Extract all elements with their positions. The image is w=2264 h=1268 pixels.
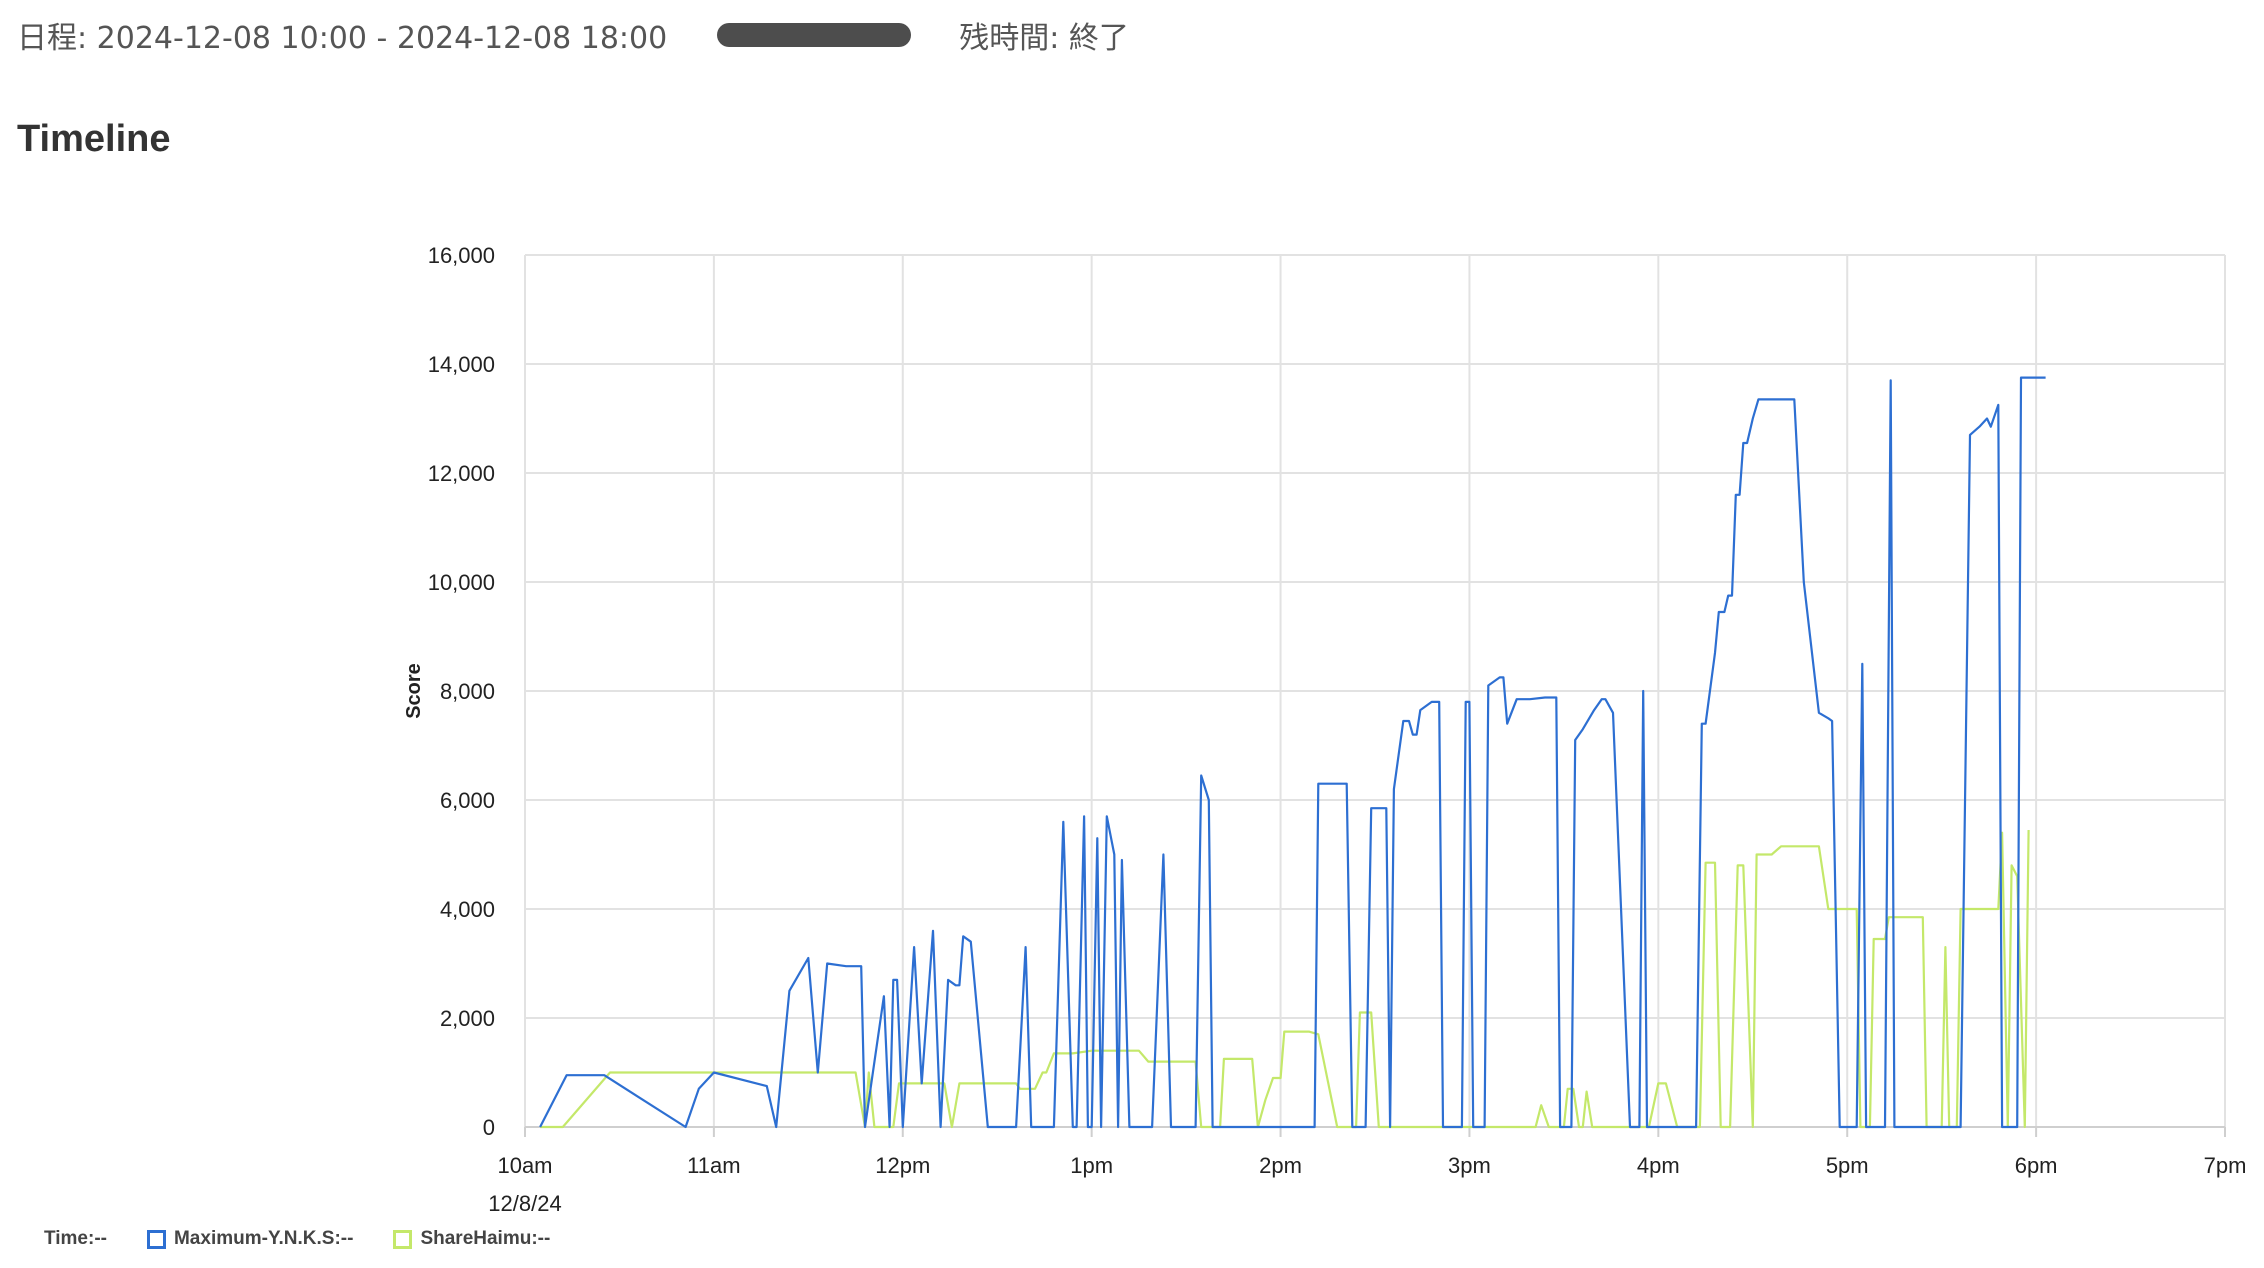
y-tick-label: 16,000 bbox=[428, 243, 495, 268]
y-tick-label: 10,000 bbox=[428, 570, 495, 595]
x-tick-label: 7pm bbox=[2204, 1153, 2247, 1178]
legend-label-maximum: Maximum-Y.N.K.S:-- bbox=[173, 1228, 354, 1249]
progress-pill bbox=[717, 23, 912, 47]
schedule-label: 日程: 2024-12-08 10:00 - 2024-12-08 18:00 bbox=[17, 21, 668, 56]
legend-time-label: Time:-- bbox=[44, 1228, 107, 1249]
chart-legend: Time:-- Maximum-Y.N.K.S:-- ShareHaimu:-- bbox=[44, 1228, 590, 1250]
y-tick-label: 6,000 bbox=[440, 788, 495, 813]
y-tick-label: 4,000 bbox=[440, 897, 495, 922]
series-line-sharehaimu bbox=[540, 829, 2030, 1129]
legend-time: Time:-- bbox=[44, 1228, 107, 1250]
x-tick-label: 2pm bbox=[1259, 1153, 1302, 1178]
y-tick-label: 2,000 bbox=[440, 1006, 495, 1031]
legend-label-sharehaimu: ShareHaimu:-- bbox=[420, 1228, 551, 1249]
legend-swatch-maximum bbox=[146, 1229, 166, 1249]
legend-item-sharehaimu[interactable]: ShareHaimu:-- bbox=[393, 1228, 550, 1250]
x-tick-label: 4pm bbox=[1637, 1153, 1680, 1178]
x-tick-label: 5pm bbox=[1826, 1153, 1869, 1178]
x-tick-label: 12pm bbox=[875, 1153, 930, 1178]
x-tick-label: 10am bbox=[497, 1153, 552, 1178]
series-line-maximum-y-n-k-s bbox=[539, 376, 2046, 1129]
x-tick-sublabel: 12/8/24 bbox=[488, 1191, 561, 1216]
y-tick-label: 14,000 bbox=[428, 352, 495, 377]
legend-item-maximum[interactable]: Maximum-Y.N.K.S:-- bbox=[146, 1228, 354, 1250]
y-axis-label: Score bbox=[403, 663, 425, 719]
x-tick-label: 6pm bbox=[2015, 1153, 2058, 1178]
section-title: Timeline bbox=[17, 118, 171, 160]
x-tick-label: 11am bbox=[687, 1153, 740, 1178]
x-tick-label: 1pm bbox=[1070, 1153, 1113, 1178]
y-tick-label: 0 bbox=[483, 1115, 495, 1140]
legend-swatch-sharehaimu bbox=[393, 1229, 413, 1249]
schedule-header: 日程: 2024-12-08 10:00 - 2024-12-08 18:00 … bbox=[17, 10, 1129, 60]
x-tick-label: 3pm bbox=[1448, 1153, 1491, 1178]
remaining-time-label: 残時間: 終了 bbox=[959, 21, 1129, 56]
y-tick-label: 12,000 bbox=[428, 461, 495, 486]
y-tick-label: 8,000 bbox=[440, 679, 495, 704]
